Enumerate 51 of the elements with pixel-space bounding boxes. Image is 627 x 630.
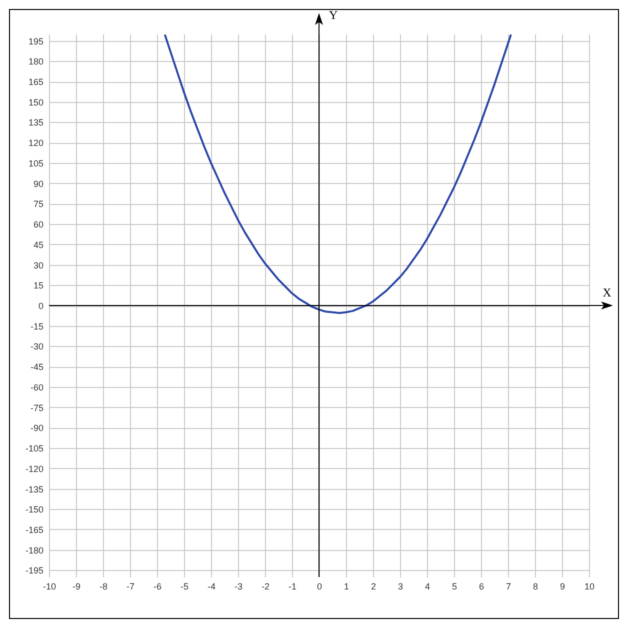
y-tick-label: 0 <box>38 301 44 311</box>
y-tick-label: 150 <box>28 97 44 108</box>
x-tick-label: -2 <box>261 582 270 592</box>
y-axis-title: Y <box>329 8 338 22</box>
x-tick-label: 1 <box>344 582 350 592</box>
y-tick-label: -15 <box>30 321 44 332</box>
y-tick-label: 15 <box>33 280 44 291</box>
y-tick-label: -105 <box>25 444 44 454</box>
x-tick-label: -9 <box>72 582 81 592</box>
x-tick-label: -6 <box>153 582 162 592</box>
y-tick-label: 75 <box>33 199 44 210</box>
x-axis-title: X <box>602 286 612 300</box>
y-tick-label: 165 <box>28 77 44 88</box>
x-tick-label: -4 <box>207 582 216 592</box>
x-tick-label: -8 <box>99 582 108 592</box>
y-tick-label: 45 <box>33 240 44 250</box>
y-tick-label: 195 <box>28 36 44 46</box>
y-tick-label: -195 <box>25 566 44 576</box>
y-tick-label: 105 <box>28 158 44 168</box>
y-tick-label: 120 <box>28 138 44 148</box>
line-series <box>164 34 512 314</box>
x-tick-label: 8 <box>532 582 538 592</box>
y-tick-label: -150 <box>25 504 44 515</box>
y-tick-label: -135 <box>25 484 44 494</box>
y-tick-label: 30 <box>33 260 44 270</box>
x-tick-label: -3 <box>234 582 243 592</box>
y-tick-label: 180 <box>28 56 44 67</box>
x-tick-label: 4 <box>424 582 430 592</box>
x-tick-label: -1 <box>288 582 297 592</box>
y-tick-label: -75 <box>30 402 44 413</box>
y-tick-label: -90 <box>30 423 44 434</box>
x-tick-label: 6 <box>478 582 484 592</box>
x-tick-label: 10 <box>584 582 595 592</box>
x-tick-label: 5 <box>452 582 458 592</box>
x-tick-label: -7 <box>126 582 135 592</box>
x-tick-label: 7 <box>506 582 512 592</box>
x-tick-label: -5 <box>180 582 189 592</box>
y-tick-label: -165 <box>25 524 44 535</box>
y-tick-label: -30 <box>30 342 44 352</box>
y-tick-label: -180 <box>25 545 44 556</box>
x-tick-label: -10 <box>42 582 56 592</box>
y-tick-label: 60 <box>33 220 44 230</box>
y-tick-label: -60 <box>30 382 44 392</box>
y-tick-label: -120 <box>25 464 44 474</box>
y-tick-label: 135 <box>28 118 44 128</box>
y-tick-label: 90 <box>33 178 44 189</box>
x-tick-label: 3 <box>398 582 404 592</box>
y-tick-label: -45 <box>30 362 44 372</box>
x-tick-label: 9 <box>560 582 566 592</box>
x-tick-label: 0 <box>316 582 322 592</box>
x-tick-label: 2 <box>370 582 376 592</box>
